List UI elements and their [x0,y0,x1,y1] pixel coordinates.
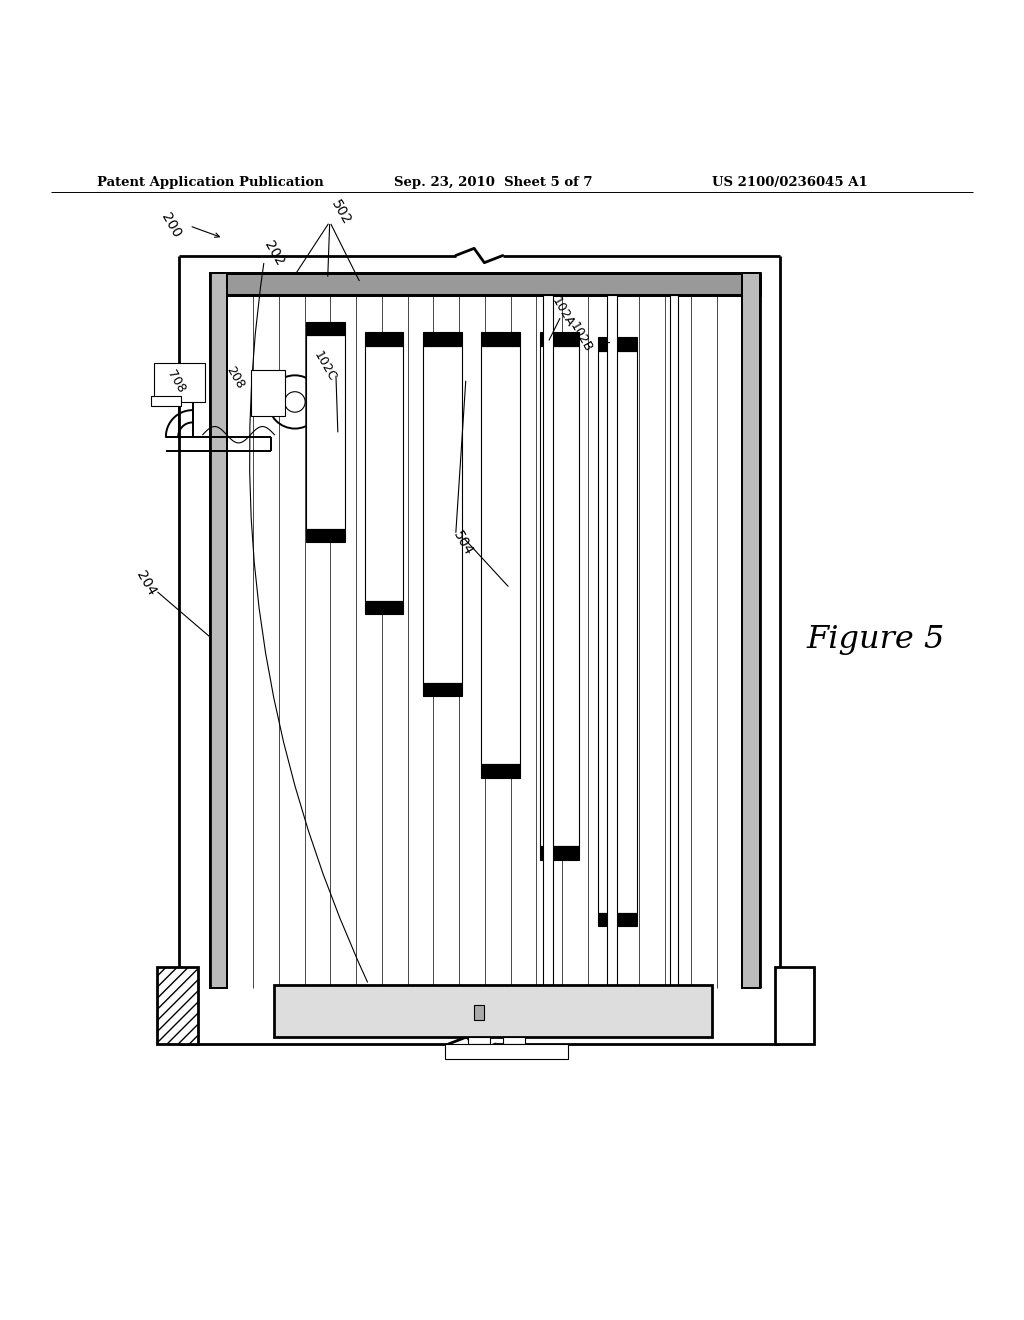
Bar [742,273,760,987]
Text: 502: 502 [329,198,353,227]
Bar [306,322,345,335]
Text: Figure 5: Figure 5 [806,624,945,655]
Bar [775,968,814,1044]
Bar [540,333,579,346]
Bar [306,529,345,543]
Bar [670,296,678,987]
Bar [598,351,637,913]
Bar [365,601,403,614]
Text: 200: 200 [159,211,183,240]
Bar [540,846,579,859]
Text: 202: 202 [262,239,287,268]
Text: 208: 208 [224,364,247,391]
Text: Patent Application Publication: Patent Application Publication [97,177,324,189]
Bar [468,1036,490,1044]
Bar [274,985,712,1036]
Text: Sep. 23, 2010  Sheet 5 of 7: Sep. 23, 2010 Sheet 5 of 7 [394,177,593,189]
Bar [423,682,462,696]
Bar [540,346,579,846]
Bar [210,273,760,296]
Bar [481,333,520,346]
Text: US 2100/0236045 A1: US 2100/0236045 A1 [712,177,867,189]
Bar [210,273,227,987]
Text: 102C: 102C [311,348,338,383]
Bar [157,968,198,1044]
Bar [151,396,181,407]
Bar [423,333,462,346]
Bar [503,1036,525,1044]
Bar [481,346,520,764]
Bar [365,346,403,601]
Bar [154,363,205,403]
Text: 708: 708 [165,368,187,395]
Bar [445,1044,568,1060]
Bar [306,335,345,529]
Bar [481,764,520,777]
Bar [474,1005,484,1020]
Bar [543,296,553,987]
Bar [598,913,637,927]
Bar [598,338,637,351]
Bar [423,346,462,682]
Bar [365,333,403,346]
Text: 102B: 102B [567,321,594,355]
Text: 504: 504 [451,528,475,558]
Bar [251,370,285,416]
Bar [607,296,617,987]
Text: 102A: 102A [550,294,577,329]
Text: 204: 204 [134,569,159,598]
